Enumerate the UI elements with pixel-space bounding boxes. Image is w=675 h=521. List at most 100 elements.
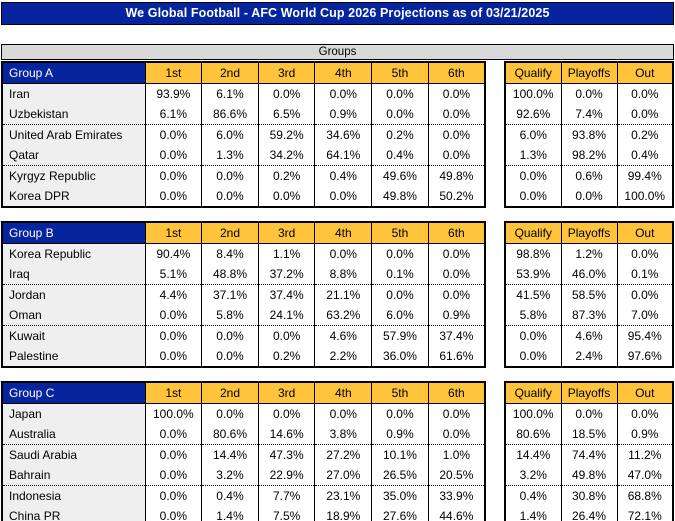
place-probability-cell[interactable]: 0.0% xyxy=(144,124,203,145)
place-header-cell[interactable]: 5th xyxy=(371,62,429,84)
place-probability-cell[interactable]: 23.1% xyxy=(314,485,373,506)
outcome-probability-cell[interactable]: 0.0% xyxy=(616,403,674,424)
outcome-probability-cell[interactable]: 98.2% xyxy=(560,145,618,166)
outcome-probability-cell[interactable]: 58.5% xyxy=(560,284,618,305)
outcome-probability-cell[interactable]: 0.0% xyxy=(616,104,674,125)
place-probability-cell[interactable]: 5.8% xyxy=(201,305,259,326)
outcome-probability-cell[interactable]: 46.0% xyxy=(560,264,618,285)
outcome-probability-cell[interactable]: 0.2% xyxy=(616,124,674,145)
place-probability-cell[interactable]: 0.9% xyxy=(371,424,429,445)
place-probability-cell[interactable]: 20.5% xyxy=(427,465,486,486)
outcome-probability-cell[interactable]: 0.0% xyxy=(560,186,618,207)
group-label-cell[interactable]: Group B xyxy=(1,222,146,244)
place-probability-cell[interactable]: 1.4% xyxy=(201,506,259,521)
place-probability-cell[interactable]: 0.2% xyxy=(257,346,316,367)
place-probability-cell[interactable]: 49.6% xyxy=(371,165,429,186)
team-name-cell[interactable]: Japan xyxy=(1,403,146,424)
place-probability-cell[interactable]: 35.0% xyxy=(371,485,429,506)
place-header-cell[interactable]: 1st xyxy=(144,382,203,404)
team-name-cell[interactable]: United Arab Emirates xyxy=(1,124,146,145)
place-probability-cell[interactable]: 59.2% xyxy=(257,124,316,145)
place-probability-cell[interactable]: 37.4% xyxy=(427,325,486,346)
place-header-cell[interactable]: 1st xyxy=(144,62,203,84)
outcome-probability-cell[interactable]: 100.0% xyxy=(504,83,562,104)
place-probability-cell[interactable]: 10.1% xyxy=(371,444,429,465)
place-probability-cell[interactable]: 0.0% xyxy=(201,403,259,424)
place-header-cell[interactable]: 3rd xyxy=(257,222,316,244)
outcome-probability-cell[interactable]: 14.4% xyxy=(504,444,562,465)
place-probability-cell[interactable]: 0.0% xyxy=(371,243,429,264)
outcome-header-cell[interactable]: Playoffs xyxy=(560,62,618,84)
outcome-probability-cell[interactable]: 93.8% xyxy=(560,124,618,145)
team-name-cell[interactable]: Saudi Arabia xyxy=(1,444,146,465)
team-name-cell[interactable]: Korea Republic xyxy=(1,243,146,264)
outcome-probability-cell[interactable]: 98.8% xyxy=(504,243,562,264)
place-probability-cell[interactable]: 0.0% xyxy=(314,243,373,264)
outcome-probability-cell[interactable]: 26.4% xyxy=(560,506,618,521)
outcome-probability-cell[interactable]: 0.4% xyxy=(504,485,562,506)
place-probability-cell[interactable]: 7.5% xyxy=(257,506,316,521)
place-header-cell[interactable]: 2nd xyxy=(201,222,259,244)
outcome-header-cell[interactable]: Out xyxy=(616,382,674,404)
outcome-probability-cell[interactable]: 74.4% xyxy=(560,444,618,465)
place-probability-cell[interactable]: 0.0% xyxy=(427,403,486,424)
group-label-cell[interactable]: Group A xyxy=(1,62,146,84)
outcome-probability-cell[interactable]: 30.8% xyxy=(560,485,618,506)
place-probability-cell[interactable]: 0.0% xyxy=(427,284,486,305)
place-probability-cell[interactable]: 93.9% xyxy=(144,83,203,104)
place-probability-cell[interactable]: 37.1% xyxy=(201,284,259,305)
team-name-cell[interactable]: Iran xyxy=(1,83,146,104)
team-name-cell[interactable]: Kuwait xyxy=(1,325,146,346)
place-probability-cell[interactable]: 0.0% xyxy=(201,186,259,207)
place-probability-cell[interactable]: 0.0% xyxy=(371,403,429,424)
place-probability-cell[interactable]: 34.2% xyxy=(257,145,316,166)
outcome-probability-cell[interactable]: 7.4% xyxy=(560,104,618,125)
team-name-cell[interactable]: Australia xyxy=(1,424,146,445)
place-header-cell[interactable]: 6th xyxy=(427,62,486,84)
outcome-header-cell[interactable]: Qualify xyxy=(504,62,562,84)
outcome-probability-cell[interactable]: 49.8% xyxy=(560,465,618,486)
outcome-probability-cell[interactable]: 97.6% xyxy=(616,346,674,367)
outcome-probability-cell[interactable]: 0.0% xyxy=(616,243,674,264)
team-name-cell[interactable]: Iraq xyxy=(1,264,146,285)
place-probability-cell[interactable]: 2.2% xyxy=(314,346,373,367)
place-probability-cell[interactable]: 48.8% xyxy=(201,264,259,285)
place-probability-cell[interactable]: 3.8% xyxy=(314,424,373,445)
place-probability-cell[interactable]: 1.1% xyxy=(257,243,316,264)
place-probability-cell[interactable]: 6.0% xyxy=(371,305,429,326)
outcome-probability-cell[interactable]: 7.0% xyxy=(616,305,674,326)
team-name-cell[interactable]: Palestine xyxy=(1,346,146,367)
outcome-probability-cell[interactable]: 4.6% xyxy=(560,325,618,346)
outcome-probability-cell[interactable]: 2.4% xyxy=(560,346,618,367)
place-probability-cell[interactable]: 0.0% xyxy=(427,243,486,264)
outcome-probability-cell[interactable]: 53.9% xyxy=(504,264,562,285)
outcome-header-cell[interactable]: Out xyxy=(616,222,674,244)
place-probability-cell[interactable]: 0.0% xyxy=(314,403,373,424)
place-header-cell[interactable]: 5th xyxy=(371,382,429,404)
place-header-cell[interactable]: 2nd xyxy=(201,62,259,84)
outcome-probability-cell[interactable]: 3.2% xyxy=(504,465,562,486)
place-probability-cell[interactable]: 14.6% xyxy=(257,424,316,445)
place-probability-cell[interactable]: 8.4% xyxy=(201,243,259,264)
place-probability-cell[interactable]: 0.0% xyxy=(144,165,203,186)
place-probability-cell[interactable]: 0.0% xyxy=(427,124,486,145)
place-probability-cell[interactable]: 0.0% xyxy=(257,325,316,346)
place-probability-cell[interactable]: 0.0% xyxy=(371,104,429,125)
place-probability-cell[interactable]: 34.6% xyxy=(314,124,373,145)
place-probability-cell[interactable]: 0.0% xyxy=(427,83,486,104)
place-probability-cell[interactable]: 27.0% xyxy=(314,465,373,486)
team-name-cell[interactable]: China PR xyxy=(1,506,146,521)
place-probability-cell[interactable]: 0.0% xyxy=(257,403,316,424)
team-name-cell[interactable]: Qatar xyxy=(1,145,146,166)
place-probability-cell[interactable]: 6.0% xyxy=(201,124,259,145)
outcome-probability-cell[interactable]: 0.0% xyxy=(504,165,562,186)
place-probability-cell[interactable]: 0.0% xyxy=(257,83,316,104)
place-probability-cell[interactable]: 6.1% xyxy=(201,83,259,104)
place-probability-cell[interactable]: 26.5% xyxy=(371,465,429,486)
place-probability-cell[interactable]: 6.1% xyxy=(144,104,203,125)
place-probability-cell[interactable]: 0.1% xyxy=(371,264,429,285)
place-probability-cell[interactable]: 27.6% xyxy=(371,506,429,521)
place-probability-cell[interactable]: 37.4% xyxy=(257,284,316,305)
outcome-probability-cell[interactable]: 0.0% xyxy=(504,346,562,367)
place-header-cell[interactable]: 4th xyxy=(314,222,373,244)
